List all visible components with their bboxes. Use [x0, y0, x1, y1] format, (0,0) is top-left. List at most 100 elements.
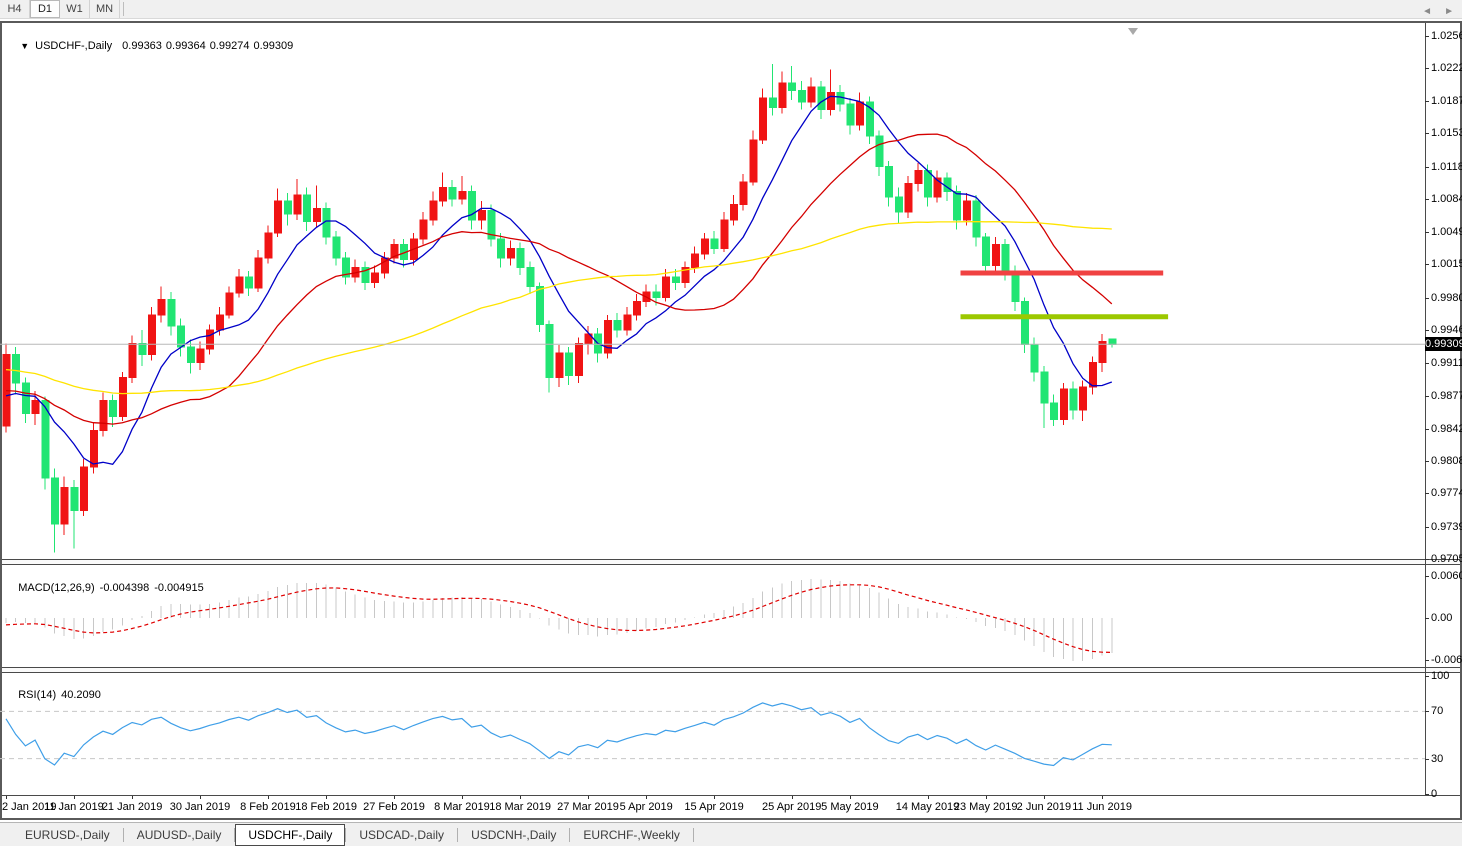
candle [933, 170, 942, 203]
timeframe-button-w1[interactable]: W1 [60, 0, 90, 18]
price-axis-tick [1425, 363, 1429, 365]
macd-rsi-splitter[interactable] [2, 667, 1460, 673]
candle [603, 314, 612, 359]
date-axis-label: 14 May 2019 [895, 801, 960, 813]
macd-main-value: -0.004398 [99, 582, 150, 594]
rsi-axis-label: 100 [1431, 670, 1450, 682]
rsi-axis-tick [1425, 758, 1429, 760]
date-axis-tick [646, 796, 648, 799]
date-axis-tick [927, 796, 929, 799]
chart-tab-usdchf[interactable]: USDCHF-,Daily [235, 823, 346, 846]
chart-tab-usdcnh[interactable]: USDCNH-,Daily [471, 827, 557, 842]
date-axis-label: 2 Jun 2019 [1016, 801, 1072, 813]
candle [565, 347, 574, 386]
ma-fast-line [5, 95, 1113, 466]
candle [962, 193, 971, 226]
date-axis-tick [394, 796, 395, 799]
date-axis-tick [326, 796, 328, 799]
candle [429, 191, 438, 226]
candle [118, 371, 127, 422]
quote-open: 0.99363 [122, 40, 162, 52]
price-axis-label: 1.01530 [1431, 127, 1462, 140]
timeframe-button-d1[interactable]: D1 [30, 0, 60, 18]
candle [904, 176, 913, 218]
date-axis-label: 30 Jan 2019 [169, 801, 231, 813]
timeframe-button-h4[interactable]: H4 [0, 0, 30, 18]
symbol-dropdown-arrow[interactable]: ▼ [20, 41, 30, 51]
candle [817, 81, 826, 120]
candle [574, 337, 583, 384]
chart-tab-bar: EURUSD-,Daily AUDUSD-,Daily USDCHF-,Daily U… [0, 822, 1462, 846]
candle [264, 225, 273, 264]
candle [274, 188, 283, 237]
candle [245, 271, 253, 296]
date-axis-tick [200, 796, 201, 799]
tab-scroll-left-icon[interactable]: ◄ [1422, 6, 1432, 17]
date-axis-tick [849, 796, 851, 799]
date-axis-label: 18 Mar 2019 [489, 801, 551, 813]
macd-signal-value: -0.004915 [154, 582, 204, 594]
candle [865, 96, 874, 144]
macd-axis-tick [1425, 618, 1429, 619]
date-axis-label: 23 May 2019 [953, 801, 1018, 813]
candle [322, 202, 331, 245]
candle [788, 65, 797, 101]
candle [1108, 338, 1117, 348]
candle [254, 250, 263, 292]
chart-tab-usdcad[interactable]: USDCAD-,Daily [359, 827, 445, 842]
candle [730, 195, 738, 226]
candle [148, 307, 156, 361]
chart-tab-audusd[interactable]: AUDUSD-,Daily [136, 827, 222, 842]
candle [710, 231, 719, 254]
chart-shift-marker-icon[interactable] [1128, 28, 1138, 35]
tab-separator [457, 827, 459, 842]
price-axis-label: 1.01180 [1431, 160, 1462, 173]
price-chart-panel [0, 64, 1425, 553]
price-axis-tick [1425, 493, 1429, 495]
price-axis-tick [1425, 166, 1429, 168]
chart-tab-eurusd[interactable]: EURUSD-,Daily [25, 827, 110, 842]
candle [41, 396, 50, 490]
quote-close: 0.99309 [253, 40, 294, 52]
date-axis-label: 21 Jan 2019 [101, 801, 163, 813]
price-axis-tick [1425, 133, 1429, 135]
tab-scroll-right-icon[interactable]: ► [1444, 6, 1454, 17]
date-axis-tick [73, 796, 75, 799]
timeframe-button-mn[interactable]: MN [90, 0, 121, 18]
candle [681, 261, 690, 289]
candle [700, 233, 709, 260]
candle [1079, 380, 1088, 422]
timeframe-toolbar: H4 D1 W1 MN [0, 0, 1462, 19]
date-axis-label: 11 Jan 2019 [44, 801, 104, 813]
main-macd-splitter[interactable] [2, 559, 1460, 565]
date-axis-label: 2 Jan 2019 [2, 801, 57, 813]
candle [633, 293, 641, 321]
price-axis-label: 1.00840 [1431, 192, 1462, 205]
candle [225, 286, 234, 319]
toolbar-divider [123, 2, 125, 16]
candle [128, 335, 137, 384]
price-axis-tick [1425, 67, 1429, 69]
candle [671, 269, 680, 291]
candle [206, 324, 215, 355]
candle [80, 459, 89, 517]
date-axis-tick [461, 796, 463, 799]
chart-title: ▼ USDCHF-,Daily 0.99363 0.99364 0.99274 0.993… [8, 28, 297, 64]
candle [613, 312, 622, 338]
candle [914, 162, 923, 192]
chart-tab-eurchf[interactable]: EURCHF-,Weekly [583, 827, 680, 842]
ma-mid-line [5, 133, 1113, 425]
date-axis-tick [588, 796, 589, 799]
candle [991, 236, 1000, 273]
date-axis-tick [1102, 796, 1104, 799]
candle [167, 292, 176, 336]
date-axis-label: 8 Feb 2019 [240, 801, 296, 813]
candle [875, 130, 884, 177]
candle [235, 269, 244, 298]
price-axis-tick [1425, 232, 1429, 234]
date-axis-label: 27 Mar 2019 [557, 801, 619, 813]
chart-window-right-border [1460, 21, 1462, 820]
date-axis-label: 27 Feb 2019 [363, 801, 425, 813]
